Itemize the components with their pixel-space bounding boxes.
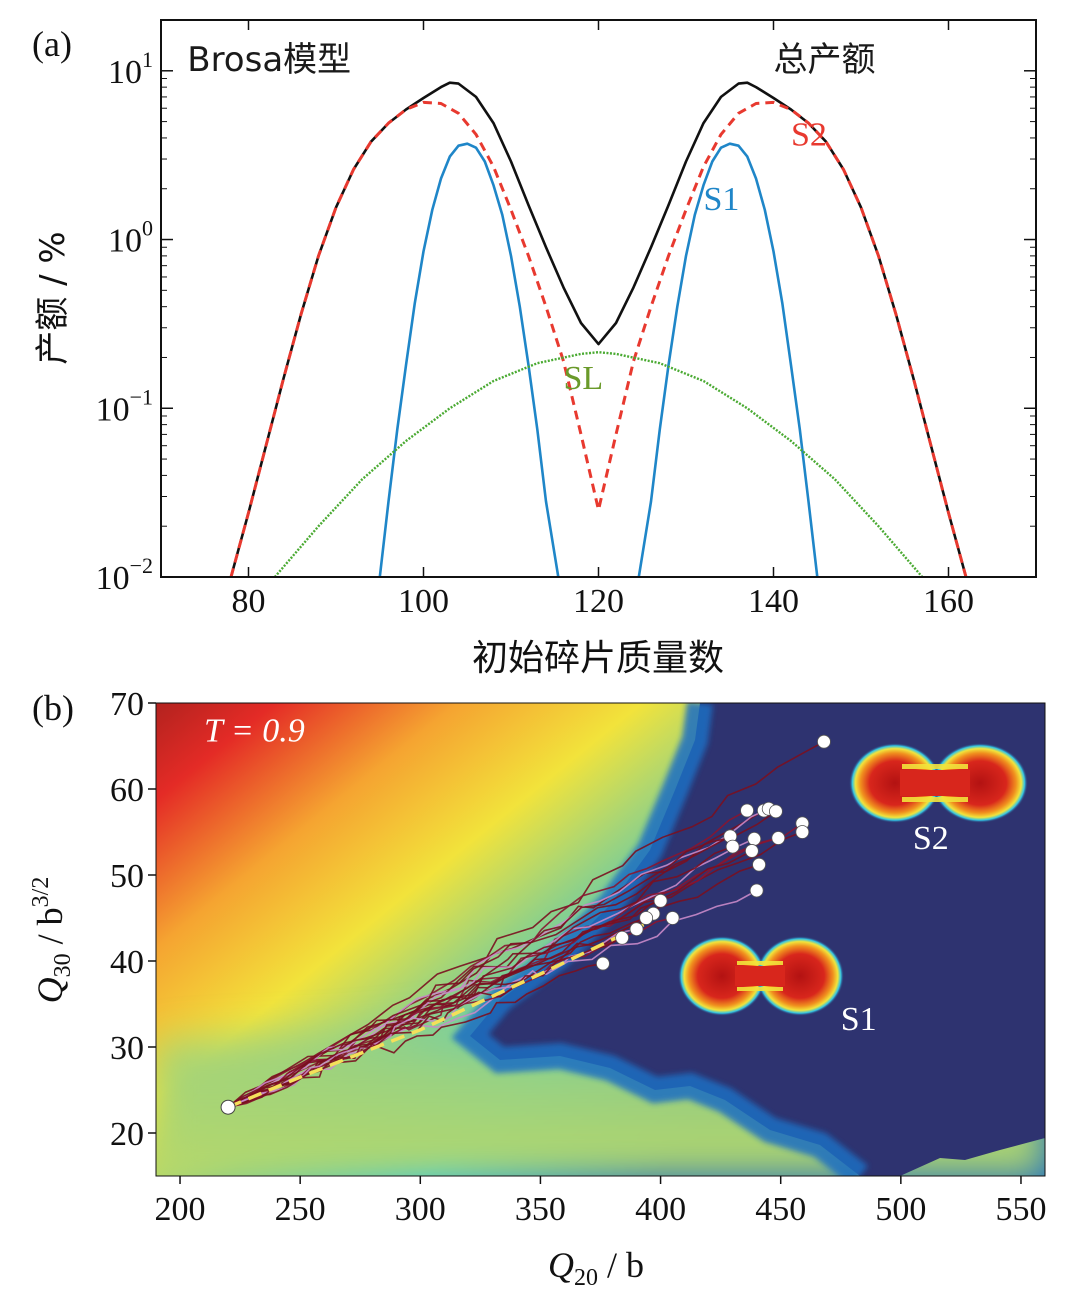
- trajectory-end-point: [749, 883, 764, 898]
- trajectory-end-point: [629, 922, 644, 937]
- trajectory-end-points: [596, 734, 831, 971]
- panel-a-x-tick-label: 160: [923, 583, 974, 620]
- panel-a-y-tick-label: 10−2: [96, 553, 153, 597]
- panel-a-y-ticks: 101 100 10−1 10−2: [96, 19, 1036, 597]
- panel-b-y-ticks: 20 30 40 50 60 70: [110, 686, 156, 1153]
- trajectory-end-point: [615, 930, 630, 945]
- panel-a-x-ticks: 80 100 120 140 160: [232, 20, 974, 620]
- panel-a-x-tick-label: 120: [573, 583, 624, 620]
- trajectory-line: [227, 850, 753, 1108]
- trajectory-end-point: [740, 803, 754, 818]
- panel-b-annotation: S1: [841, 1001, 877, 1038]
- panel-b-heatmap: [156, 703, 1045, 1176]
- panel-b: (b): [28, 686, 1046, 1291]
- trajectory-end-point: [744, 844, 759, 858]
- panel-a-x-tick-label: 140: [748, 583, 799, 620]
- panel-a: (a) 80 100 120 140 160 101 100 10−1 10−2 Brosa模…: [32, 19, 1037, 679]
- trajectory-line: [227, 809, 748, 1108]
- panel-b-x-tick-label: 200: [155, 1191, 206, 1228]
- panel-a-series-2: [378, 142, 560, 577]
- trajectory-end-point: [653, 893, 668, 908]
- trajectory-end-point: [771, 831, 786, 845]
- trajectory-end-point: [768, 804, 783, 819]
- trajectory-end-point: [752, 857, 766, 872]
- panel-a-y-tick-label: 100: [108, 216, 153, 260]
- trajectory-end-point: [596, 956, 610, 971]
- panel-b-annotation: T = 0.9: [204, 713, 305, 750]
- panel-a-annotations: Brosa模型 总产额 S2 S1 SL: [187, 40, 875, 397]
- panel-a-frame: [160, 19, 1037, 578]
- panel-a-annotation: 总产额: [774, 40, 876, 80]
- panel-b-frame: [155, 702, 1046, 1177]
- panel-a-x-tick-label: 100: [398, 583, 449, 620]
- panel-a-y-tick-label: 101: [108, 47, 153, 91]
- fission-trajectories: [227, 740, 825, 1108]
- panel-b-y-tick-label: 70: [110, 686, 144, 723]
- start-point: [220, 1099, 236, 1115]
- panel-b-x-ticks: 200 250 300 350 400 450 500 550: [155, 1176, 1046, 1228]
- panel-b-y-axis-label: Q30 / b3/2: [28, 877, 76, 1004]
- panel-a-annotation: SL: [564, 360, 604, 397]
- panel-b-y-tick-label: 30: [110, 1030, 144, 1067]
- mean-path: [227, 920, 650, 1109]
- trajectory-line: [227, 845, 733, 1108]
- panel-b-y-tick-label: 40: [110, 944, 144, 981]
- panel-a-x-axis-label: 初始碎片质量数: [472, 638, 724, 679]
- panel-b-x-tick-label: 550: [995, 1191, 1046, 1228]
- panel-a-annotation: Brosa模型: [187, 40, 351, 80]
- panel-b-x-tick-label: 250: [275, 1191, 326, 1228]
- panel-b-annotation: S2: [913, 820, 949, 857]
- panel-b-x-tick-label: 500: [875, 1191, 926, 1228]
- trajectory-line: [227, 962, 604, 1108]
- trajectory-end-point: [747, 831, 762, 846]
- panel-b-x-tick-label: 350: [515, 1191, 566, 1228]
- heatmap-dark-edge: [451, 703, 868, 1176]
- panel-b-x-tick-label: 300: [395, 1191, 446, 1228]
- shape-inset-s2: [849, 743, 1028, 823]
- panel-a-series-3: [637, 142, 819, 577]
- trajectory-end-point: [795, 825, 810, 839]
- panel-b-x-tick-label: 400: [635, 1191, 686, 1228]
- trajectory-end-point: [665, 911, 680, 925]
- panel-b-y-tick-label: 20: [110, 1116, 144, 1153]
- panel-a-label: (a): [32, 24, 72, 64]
- panel-a-annotation: S2: [791, 117, 827, 154]
- panel-b-annotations: T = 0.9 S2 S1: [204, 713, 949, 1038]
- trajectory-end-point: [725, 839, 740, 854]
- panel-b-x-tick-label: 450: [755, 1191, 806, 1228]
- shape-inset-s1: [678, 936, 844, 1016]
- panel-b-y-tick-label: 60: [110, 772, 144, 809]
- trajectory-end-point: [639, 911, 654, 925]
- trajectory-end-point: [817, 734, 831, 749]
- panel-a-curves: [229, 81, 968, 577]
- panel-a-x-tick-label: 80: [232, 583, 266, 620]
- panel-b-label: (b): [32, 688, 74, 728]
- panel-a-series-4: [273, 351, 924, 577]
- panel-b-y-tick-label: 50: [110, 858, 144, 895]
- panel-a-y-axis-label: 产额 / %: [33, 231, 73, 364]
- panel-b-x-axis-label: Q20 / b: [548, 1245, 644, 1291]
- panel-a-y-tick-label: 10−1: [96, 384, 153, 428]
- panel-a-series-1: [229, 100, 968, 577]
- panel-a-annotation: S1: [704, 181, 740, 218]
